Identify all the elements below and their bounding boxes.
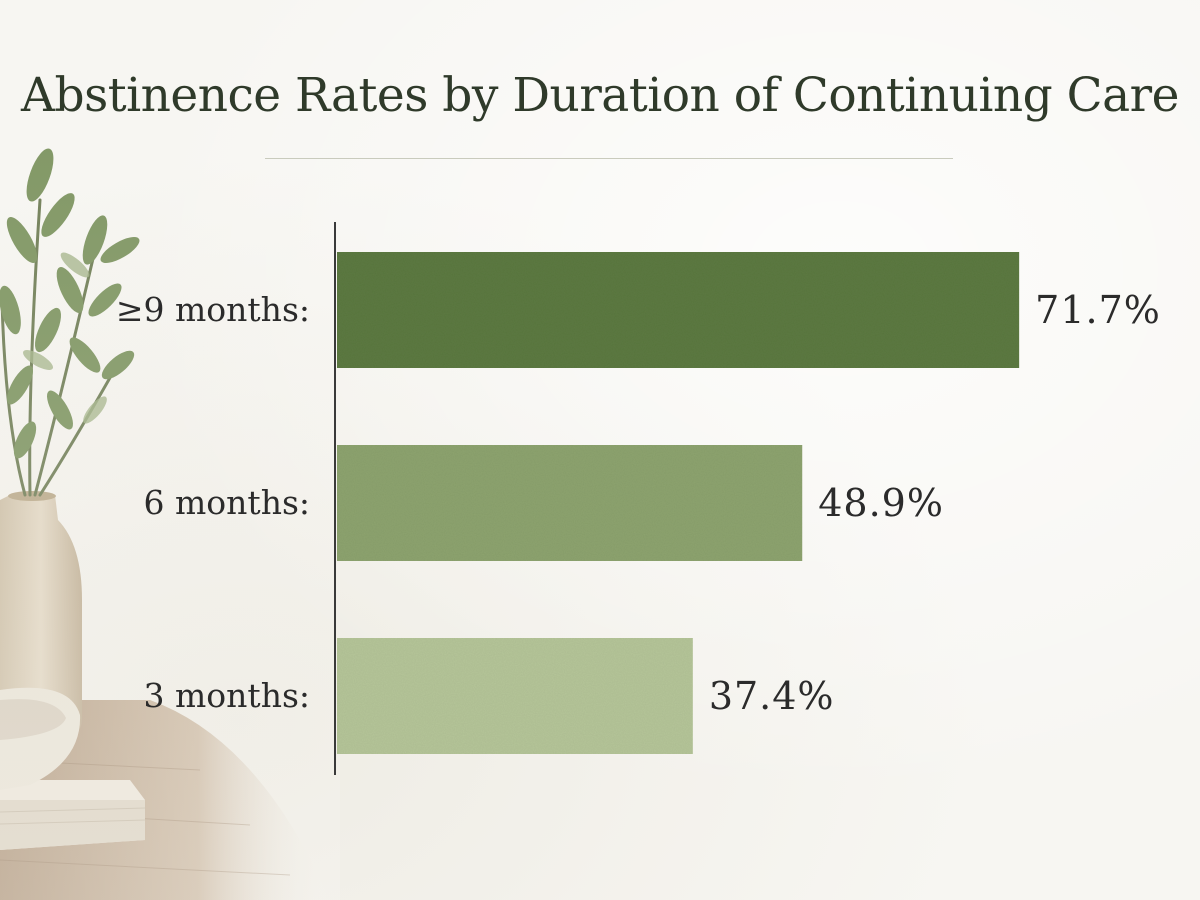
bar-1 [337, 445, 803, 561]
category-label-0: ≥9 months: [116, 290, 310, 329]
bar-2 [337, 638, 693, 754]
title-divider [265, 158, 953, 159]
decorative-still-life [0, 0, 340, 900]
value-label-1: 48.9% [818, 481, 944, 525]
category-label-1: 6 months: [144, 483, 310, 522]
category-label-2: 3 months: [144, 676, 310, 715]
value-label-0: 71.7% [1035, 288, 1161, 332]
value-label-2: 37.4% [709, 674, 835, 718]
bar-0 [337, 252, 1020, 368]
chart-title: Abstinence Rates by Duration of Continui… [21, 68, 1179, 123]
